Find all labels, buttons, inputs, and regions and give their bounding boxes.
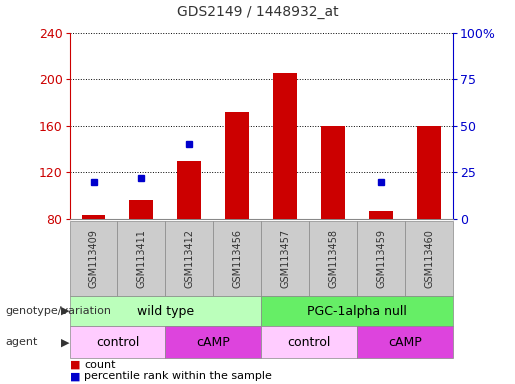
Text: GSM113456: GSM113456 <box>232 229 243 288</box>
Text: cAMP: cAMP <box>197 336 230 349</box>
Text: GSM113458: GSM113458 <box>328 229 338 288</box>
Text: agent: agent <box>5 337 38 347</box>
Text: ▶: ▶ <box>61 306 70 316</box>
Bar <box>417 126 441 219</box>
Text: GSM113411: GSM113411 <box>136 229 146 288</box>
Text: percentile rank within the sample: percentile rank within the sample <box>84 371 272 381</box>
Bar <box>369 211 393 219</box>
Text: GSM113460: GSM113460 <box>424 229 434 288</box>
Bar <box>273 73 297 219</box>
Bar <box>178 161 201 219</box>
Text: PGC-1alpha null: PGC-1alpha null <box>307 305 407 318</box>
Text: GSM113457: GSM113457 <box>280 229 290 288</box>
Text: control: control <box>96 336 139 349</box>
Text: GDS2149 / 1448932_at: GDS2149 / 1448932_at <box>177 5 338 19</box>
Text: control: control <box>288 336 331 349</box>
Bar <box>321 126 345 219</box>
Text: ▶: ▶ <box>61 337 70 347</box>
Bar <box>81 215 106 219</box>
Text: GSM113409: GSM113409 <box>89 229 98 288</box>
Text: genotype/variation: genotype/variation <box>5 306 111 316</box>
Text: ■: ■ <box>70 360 80 370</box>
Bar <box>226 112 249 219</box>
Text: GSM113412: GSM113412 <box>184 229 195 288</box>
Text: wild type: wild type <box>137 305 194 318</box>
Text: ■: ■ <box>70 371 80 381</box>
Text: GSM113459: GSM113459 <box>376 229 386 288</box>
Text: cAMP: cAMP <box>388 336 422 349</box>
Text: count: count <box>84 360 115 370</box>
Bar <box>129 200 153 219</box>
